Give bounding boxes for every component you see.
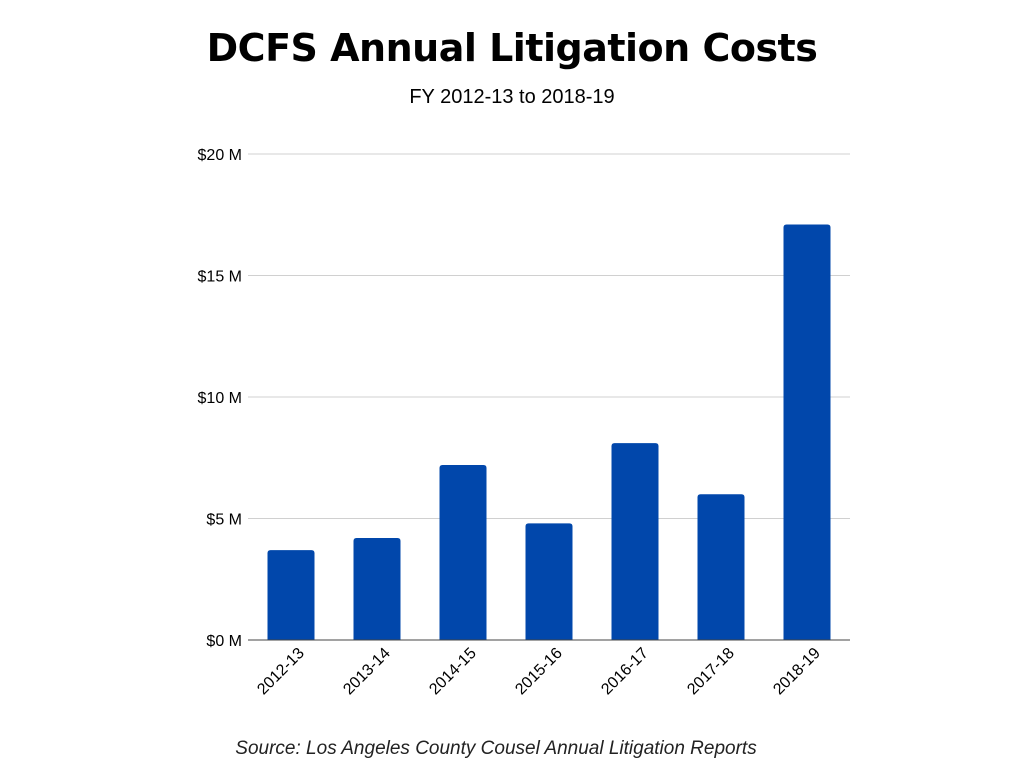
x-tick-label: 2015-16 xyxy=(512,645,566,699)
y-tick-label: $0 M xyxy=(206,633,242,650)
x-tick-label: 2017-18 xyxy=(684,645,738,699)
y-tick-label: $10 M xyxy=(198,390,242,407)
x-tick-label: 2014-15 xyxy=(426,645,480,699)
x-tick-label: 2018-19 xyxy=(770,645,824,699)
x-tick-label: 2012-13 xyxy=(254,645,308,699)
bar xyxy=(353,537,401,640)
y-tick-label: $5 M xyxy=(206,512,242,529)
bar xyxy=(439,465,487,640)
bar xyxy=(525,523,573,640)
chart-subtitle: FY 2012-13 to 2018-19 xyxy=(409,86,615,108)
x-tick-label: 2016-17 xyxy=(598,645,652,699)
chart-title: DCFS Annual Litigation Costs xyxy=(206,26,818,70)
y-tick-label: $15 M xyxy=(198,269,242,286)
x-tick-label: 2013-14 xyxy=(340,645,394,699)
bar xyxy=(267,550,315,640)
y-tick-label: $20 M xyxy=(198,147,242,164)
bar xyxy=(611,443,659,640)
source-note: Source: Los Angeles County Cousel Annual… xyxy=(235,738,757,759)
bar xyxy=(697,494,745,640)
bar xyxy=(783,224,831,640)
